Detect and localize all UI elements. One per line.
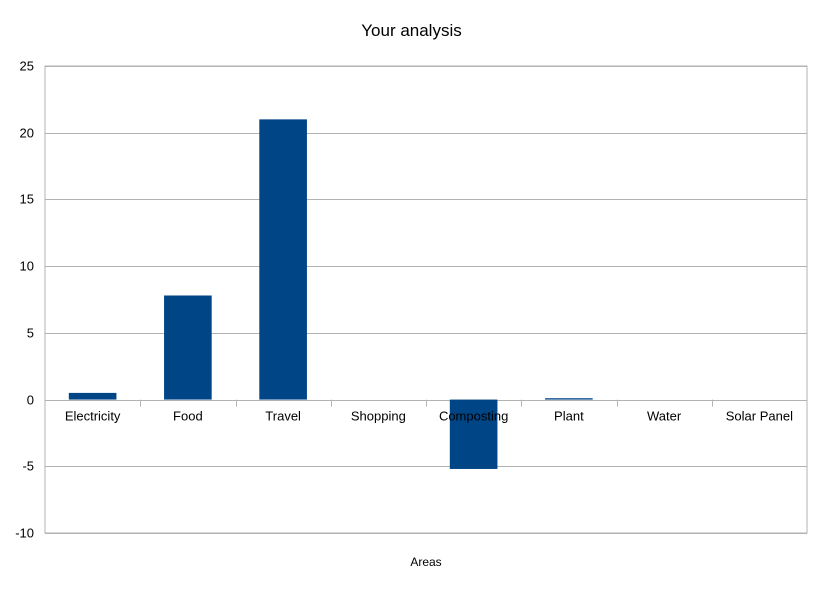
y-tick-label: -5 — [22, 459, 34, 474]
x-tick-label: Food — [173, 409, 203, 424]
x-axis-title: Areas — [410, 555, 442, 569]
x-tick-labels: Electricity Food Travel Shopping Composting P… — [65, 409, 793, 424]
x-tick-label: Travel — [265, 409, 301, 424]
x-tick-label: Electricity — [65, 409, 121, 424]
bar-electricity — [68, 392, 117, 400]
x-tick-label: Shopping — [351, 409, 406, 424]
y-tick-labels: 25 20 15 10 5 0 -5 -10 — [15, 59, 34, 541]
y-tick-label: 0 — [27, 393, 34, 408]
gridlines — [44, 65, 808, 534]
bar-plant — [545, 398, 593, 400]
y-tick-label: 10 — [20, 259, 34, 274]
bar-food — [164, 295, 212, 400]
y-tick-label: 15 — [20, 192, 34, 207]
chart-title: Your analysis — [361, 21, 462, 40]
y-tick-label: 20 — [20, 126, 34, 141]
bar-composting — [449, 399, 498, 469]
plot-frame — [44, 65, 808, 534]
x-tick-label: Composting — [439, 409, 508, 424]
y-tick-label: 5 — [27, 326, 34, 341]
bar-travel — [259, 119, 307, 400]
y-tick-label: 25 — [20, 59, 34, 74]
bars — [68, 119, 593, 469]
x-tick-label: Water — [647, 409, 682, 424]
x-tick-label: Plant — [554, 409, 584, 424]
x-tick-label: Solar Panel — [726, 409, 793, 424]
y-tick-label: -10 — [15, 526, 34, 541]
